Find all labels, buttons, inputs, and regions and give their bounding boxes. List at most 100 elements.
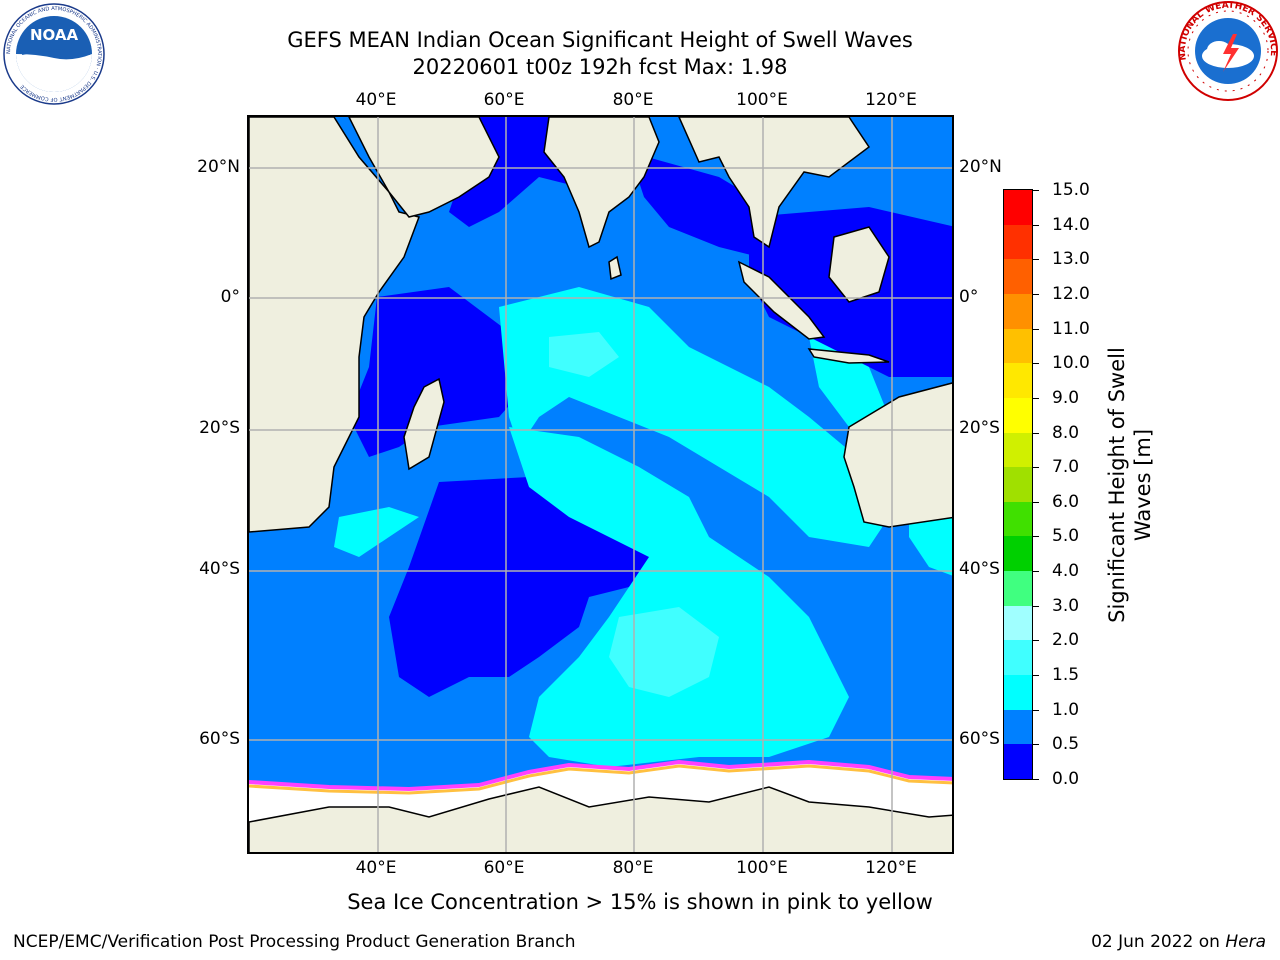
footer-date: 02 Jun 2022 on Hera xyxy=(1091,932,1266,952)
colorbar-tick-mark xyxy=(1032,467,1039,469)
swell-1.5-2.0m-regions xyxy=(549,332,719,697)
colorbar-segment xyxy=(1004,466,1032,502)
lat-tick-left-0: 0° xyxy=(220,287,240,307)
map-panel xyxy=(247,115,954,854)
colorbar-tick-label: 3.0 xyxy=(1052,595,1080,616)
lon-tick-bottom-120e: 120°E xyxy=(865,858,917,878)
land-africa xyxy=(249,117,420,533)
chart-title: GEFS MEAN Indian Ocean Significant Heigh… xyxy=(287,28,913,52)
lon-tick-top-40e: 40°E xyxy=(355,90,397,110)
colorbar-tick-label: 0.0 xyxy=(1052,769,1080,789)
colorbar-segment xyxy=(1004,743,1032,779)
noaa-logo-text: NOAA xyxy=(30,26,79,44)
lon-tick-bottom-80e: 80°E xyxy=(612,858,654,878)
land-sumatra xyxy=(737,260,826,340)
colorbar-segment xyxy=(1004,258,1032,294)
land-masses xyxy=(249,117,952,852)
colorbar-segment xyxy=(1004,362,1032,398)
colorbar xyxy=(1003,189,1033,780)
colorbar-segment xyxy=(1004,328,1032,364)
colorbar-segment xyxy=(1004,709,1032,745)
colorbar-tick-mark xyxy=(1032,536,1039,538)
colorbar-tick-mark xyxy=(1032,501,1039,503)
sea-ice-edge xyxy=(249,759,952,792)
footer-host: Hera xyxy=(1225,932,1266,952)
colorbar-tick-label: 10.0 xyxy=(1052,353,1090,374)
colorbar-tick-mark xyxy=(1032,709,1039,711)
land-antarctica xyxy=(249,786,952,852)
noaa-logo: NOAA NATIONAL OCEANIC AND ATMOSPHERIC AD… xyxy=(3,3,105,105)
colorbar-tick-label: 8.0 xyxy=(1052,422,1080,443)
footer-credit: NCEP/EMC/Verification Post Processing Pr… xyxy=(13,932,576,952)
lon-tick-top-120e: 120°E xyxy=(865,90,917,110)
land-sri-lanka xyxy=(608,255,622,281)
colorbar-tick-mark xyxy=(1032,432,1039,434)
colorbar-tick-label: 1.5 xyxy=(1052,665,1080,686)
sea-ice-caption: Sea Ice Concentration > 15% is shown in … xyxy=(0,890,1280,914)
land-borneo xyxy=(828,226,890,303)
lat-tick-right-20n: 20°N xyxy=(959,157,1002,177)
colorbar-tick-label: 4.0 xyxy=(1052,561,1080,582)
colorbar-segment xyxy=(1004,605,1032,641)
land-madagascar xyxy=(403,377,445,471)
colorbar-tick-label: 11.0 xyxy=(1052,318,1090,339)
colorbar-segment xyxy=(1004,535,1032,572)
colorbar-tick-mark xyxy=(1032,259,1039,261)
land-se-asia xyxy=(678,117,871,249)
colorbar-tick-mark xyxy=(1032,744,1039,746)
land-arabia xyxy=(348,117,500,218)
colorbar-tick-label: 2.0 xyxy=(1052,630,1080,651)
colorbar-tick-label: 15.0 xyxy=(1052,180,1090,200)
colorbar-tick-label: 14.0 xyxy=(1052,214,1090,235)
graticule xyxy=(249,117,952,852)
colorbar-tick-mark xyxy=(1032,605,1039,607)
lat-tick-right-0: 0° xyxy=(959,287,979,307)
colorbar-tick-mark xyxy=(1032,293,1039,295)
land-india xyxy=(543,117,660,249)
colorbar-segment xyxy=(1004,432,1032,468)
lat-tick-right-60s: 60°S xyxy=(959,729,1000,749)
colorbar-tick-label: 5.0 xyxy=(1052,526,1080,547)
colorbar-tick-mark xyxy=(1032,571,1039,573)
colorbar-tick-label: 6.0 xyxy=(1052,491,1080,512)
colorbar-segment xyxy=(1004,570,1032,606)
colorbar-tick-label: 1.0 xyxy=(1052,699,1080,720)
colorbar-segment xyxy=(1004,293,1032,329)
footer-date-text: 02 Jun 2022 on xyxy=(1091,932,1226,952)
colorbar-segment xyxy=(1004,189,1032,225)
colorbar-tick-mark xyxy=(1032,397,1039,399)
lat-tick-left-20n: 20°N xyxy=(197,157,240,177)
colorbar-segment xyxy=(1004,397,1032,433)
sea-ice-caption-text: Sea Ice Concentration > 15% is shown in … xyxy=(347,890,933,914)
colorbar-tick-label: 7.0 xyxy=(1052,457,1080,478)
lat-tick-right-40s: 40°S xyxy=(959,559,1000,579)
land-australia xyxy=(843,382,952,528)
colorbar-segment xyxy=(1004,224,1032,260)
swell-height-map xyxy=(249,117,952,852)
colorbar-segment xyxy=(1004,639,1032,676)
lon-tick-top-60e: 60°E xyxy=(483,90,525,110)
colorbar-tick-mark xyxy=(1032,363,1039,365)
sea-ice-edge-high xyxy=(249,764,952,795)
lat-tick-right-20s: 20°S xyxy=(959,418,1000,438)
colorbar-tick-mark xyxy=(1032,640,1039,642)
lat-tick-left-60s: 60°S xyxy=(199,729,240,749)
colorbar-segment xyxy=(1004,674,1032,710)
lon-tick-bottom-60e: 60°E xyxy=(483,858,525,878)
colorbar-title: Significant Height of Swell Waves [m] xyxy=(1105,347,1155,623)
lon-tick-top-100e: 100°E xyxy=(736,90,788,110)
chart-subtitle: 20220601 t00z 192h fcst Max: 1.98 xyxy=(412,55,788,79)
lat-tick-left-20s: 20°S xyxy=(199,418,240,438)
colorbar-tick-mark xyxy=(1032,224,1039,226)
colorbar-tick-mark xyxy=(1032,779,1039,780)
lon-tick-bottom-100e: 100°E xyxy=(736,858,788,878)
lon-tick-top-80e: 80°E xyxy=(612,90,654,110)
land-java xyxy=(807,348,890,364)
colorbar-tick-mark xyxy=(1032,675,1039,677)
nws-logo: NATIONAL WEATHER SERVICE xyxy=(1178,1,1278,101)
colorbar-tick-mark xyxy=(1032,328,1039,330)
lon-tick-bottom-40e: 40°E xyxy=(355,858,397,878)
colorbar-tick-mark xyxy=(1032,190,1039,191)
colorbar-tick-label: 0.5 xyxy=(1052,734,1080,755)
colorbar-tick-label: 9.0 xyxy=(1052,387,1080,408)
